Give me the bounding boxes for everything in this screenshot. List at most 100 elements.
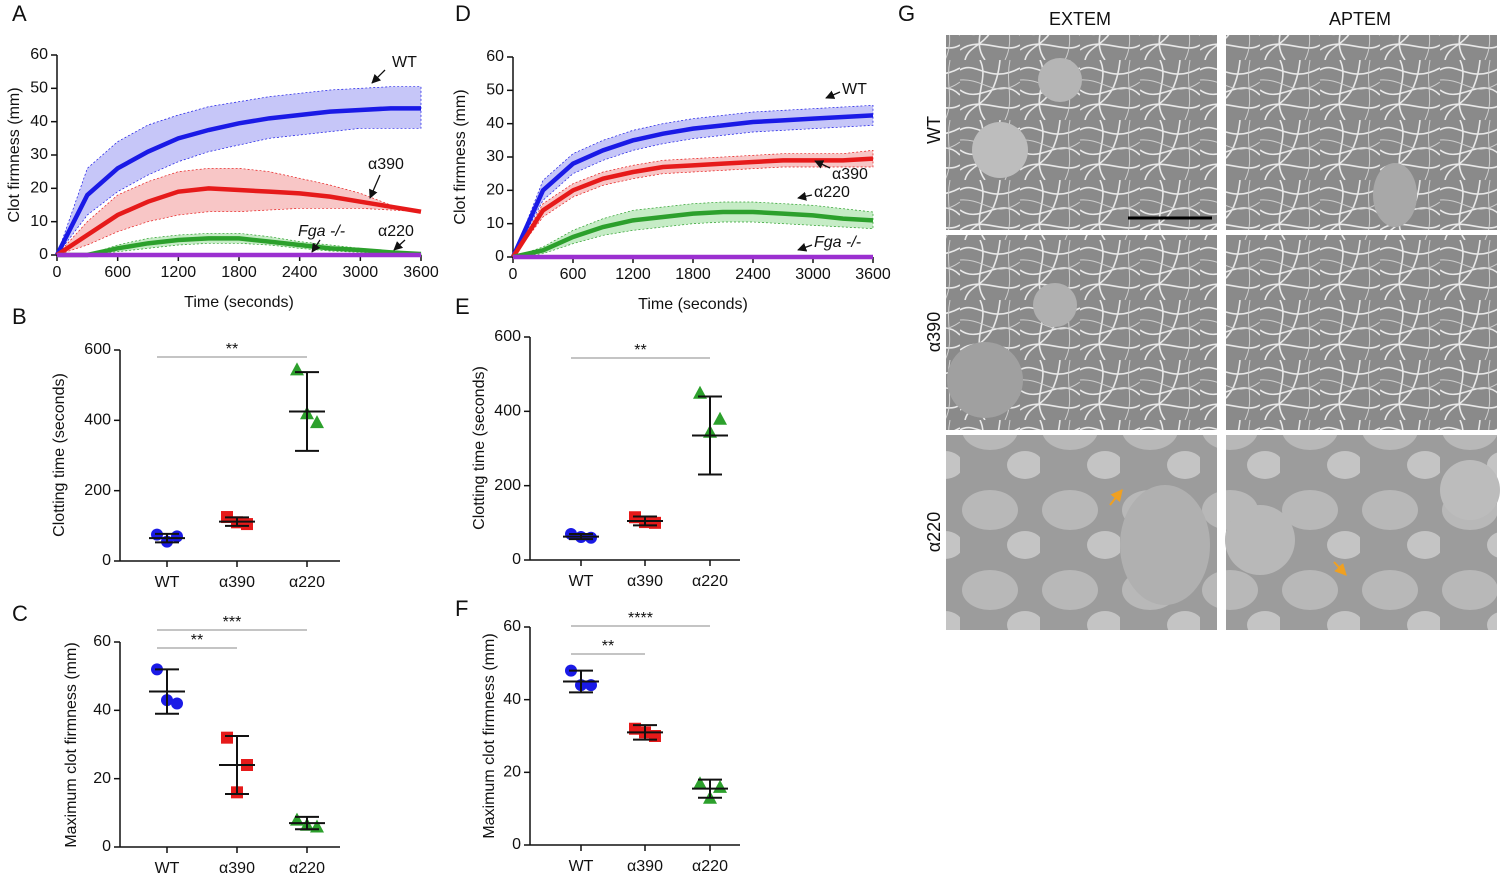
panel-letter: B [12, 304, 27, 329]
y-tick-label: 200 [84, 482, 111, 499]
x-tick-label: α390 [219, 574, 255, 591]
x-tick-label: 0 [509, 266, 518, 283]
cell [1225, 505, 1295, 575]
y-tick-label: 0 [512, 551, 521, 568]
cell [972, 122, 1028, 178]
x-tick-label: α220 [289, 860, 325, 877]
x-tick-label: 1200 [161, 264, 197, 281]
panel-letter: F [455, 596, 468, 621]
y-tick-label: 30 [30, 146, 48, 163]
series-label: Fga -/- [814, 234, 861, 251]
y-tick-label: 600 [494, 328, 521, 345]
cell [1038, 58, 1082, 102]
y-tick-label: 200 [494, 477, 521, 494]
x-tick-label: WT [155, 574, 180, 591]
row-label: α220 [924, 512, 944, 552]
y-tick-label: 0 [102, 552, 111, 569]
x-axis-label: Time (seconds) [638, 296, 748, 313]
x-tick-label: 0 [53, 264, 62, 281]
micrograph-panel: G EXTEM APTEM WT α390 α220 [898, 1, 1500, 630]
annotation-arrow [311, 239, 321, 253]
significance-label: *** [223, 614, 242, 631]
data-point [290, 362, 304, 376]
x-tick-label: 2400 [735, 266, 771, 283]
x-tick-label: WT [569, 858, 594, 875]
panel-letter: A [12, 1, 27, 26]
row-label: α390 [924, 312, 944, 352]
series-line [55, 186, 422, 257]
series-label: α220 [814, 184, 850, 201]
series-line [57, 236, 422, 258]
y-tick-label: 50 [30, 80, 48, 97]
y-tick-label: 50 [486, 82, 504, 99]
series-label: Fga -/- [298, 223, 345, 240]
cell [1120, 485, 1210, 605]
y-tick-label: 20 [93, 770, 111, 787]
significance-label: ** [634, 342, 646, 359]
significance-label: ** [226, 341, 238, 358]
x-tick-label: α220 [289, 574, 325, 591]
y-tick-label: 0 [512, 836, 521, 853]
row-label: WT [924, 116, 944, 144]
x-tick-label: WT [569, 573, 594, 590]
y-tick-label: 40 [30, 113, 48, 130]
cell [1033, 283, 1077, 327]
column-header: APTEM [1329, 9, 1391, 29]
annotation-arrow [825, 90, 841, 99]
series-line [512, 209, 874, 260]
x-tick-label: α390 [627, 573, 663, 590]
y-tick-label: 60 [30, 46, 48, 63]
annotation-arrow [797, 191, 813, 201]
x-tick-label: α220 [692, 573, 728, 590]
y-tick-label: 0 [39, 246, 48, 263]
x-tick-label: 1800 [221, 264, 257, 281]
cell [1440, 460, 1500, 520]
cell [1373, 163, 1417, 227]
annotation-arrow [393, 239, 406, 251]
panel-letter: G [898, 1, 915, 26]
y-tick-label: 40 [503, 691, 521, 708]
y-tick-label: 40 [486, 115, 504, 132]
data-point [713, 411, 727, 425]
x-tick-label: α220 [692, 858, 728, 875]
y-axis-label: Clot firmness (mm) [6, 87, 23, 222]
x-tick-label: 1800 [675, 266, 711, 283]
x-tick-label: 3600 [855, 266, 891, 283]
y-axis-label: Clotting time (seconds) [51, 373, 68, 537]
y-tick-label: 40 [93, 702, 111, 719]
band [512, 104, 874, 258]
y-tick-label: 10 [486, 215, 504, 232]
y-tick-label: 0 [102, 838, 111, 855]
x-tick-label: 3600 [403, 264, 439, 281]
panel-letter: C [12, 601, 28, 626]
y-tick-label: 20 [503, 764, 521, 781]
panel-letter: D [455, 1, 471, 26]
series-line [510, 113, 874, 258]
y-tick-label: 60 [486, 48, 504, 65]
micrograph [1226, 35, 1497, 230]
data-point [310, 415, 324, 429]
y-tick-label: 60 [93, 633, 111, 650]
significance-label: **** [628, 610, 653, 627]
y-tick-label: 0 [495, 248, 504, 265]
x-tick-label: 3000 [343, 264, 379, 281]
column-header: EXTEM [1049, 9, 1111, 29]
series-label: α390 [368, 156, 404, 173]
significance-label: ** [602, 638, 614, 655]
x-tick-label: 600 [104, 264, 131, 281]
series-label: α220 [378, 223, 414, 240]
x-axis-label: Time (seconds) [184, 294, 294, 311]
series-label: WT [842, 81, 867, 98]
x-tick-label: α390 [627, 858, 663, 875]
series-line [54, 106, 421, 257]
y-tick-label: 400 [84, 412, 111, 429]
x-tick-label: WT [155, 860, 180, 877]
micrograph [1226, 235, 1497, 430]
y-axis-label: Maximum clot firmness (mm) [481, 633, 498, 838]
series-label: α390 [832, 166, 868, 183]
arrow [1109, 489, 1123, 506]
band [55, 167, 422, 256]
y-axis-label: Maximum clot firmness (mm) [63, 642, 80, 847]
y-tick-label: 400 [494, 403, 521, 420]
